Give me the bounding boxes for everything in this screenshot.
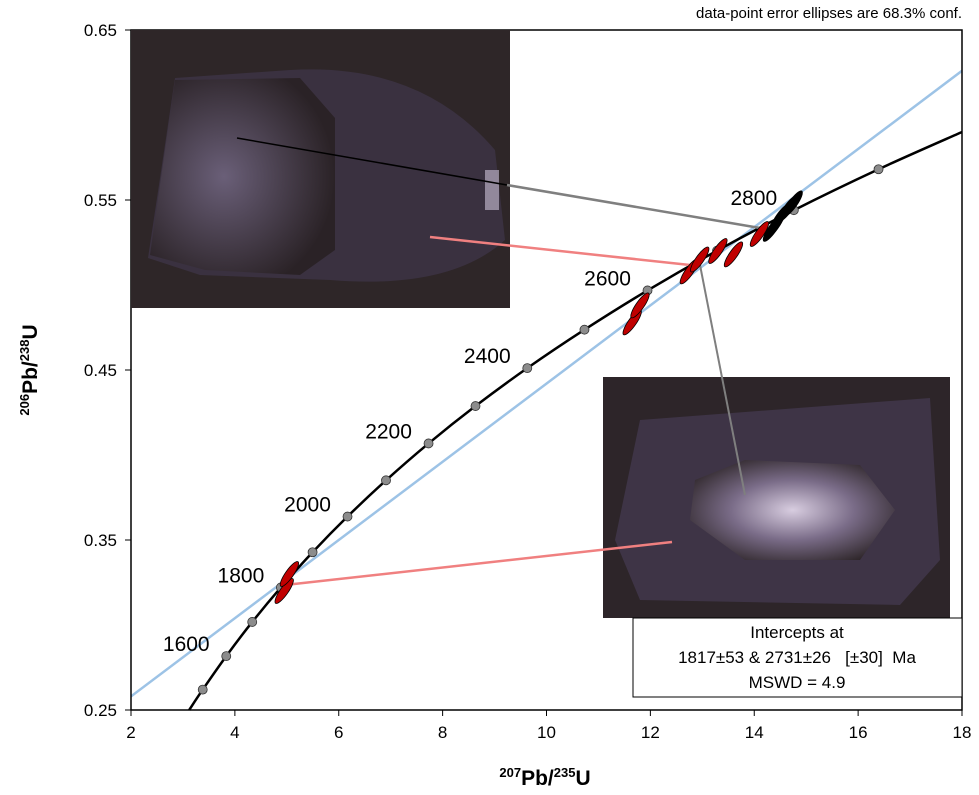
age-marker [222,652,231,661]
result-text: 1817±53 & 2731±26 [±30] Ma [678,648,916,667]
y-tick-label: 0.65 [84,21,117,40]
x-axis-title: 207Pb/235U [499,765,590,790]
x-title-part: U [575,767,590,790]
x-tick-label: 10 [537,723,556,742]
y-title-part: U [19,324,42,339]
age-label: 2000 [284,494,331,517]
x-title-part: 235 [554,765,576,780]
leader-line [507,185,760,228]
y-tick-label: 0.35 [84,531,117,550]
x-tick-label: 4 [230,723,239,742]
x-tick-label: 18 [953,723,972,742]
y-title-part: 206 [17,394,32,416]
x-title-part: Pb/ [521,767,554,790]
x-tick-label: 2 [126,723,135,742]
x-tick-label: 14 [745,723,764,742]
x-title-part: 207 [499,765,521,780]
age-marker [874,165,883,174]
age-marker [424,439,433,448]
result-text: MSWD = 4.9 [749,673,846,692]
x-tick-label: 8 [438,723,447,742]
y-axis-title: 206Pb/238U [17,324,42,415]
age-marker [248,617,257,626]
age-marker [523,364,532,373]
result-box: Intercepts at 1817±53 & 2731±26 [±30] Ma… [633,618,962,697]
age-marker [580,325,589,334]
x-tick-label: 6 [334,723,343,742]
age-marker [308,548,317,557]
age-label: 2400 [464,345,511,368]
age-marker [343,512,352,521]
y-tick-label: 0.25 [84,701,117,720]
x-tick-label: 16 [849,723,868,742]
chart: 2 4 6 8 10 12 14 16 18 0.25 0.35 0.45 0.55 0.65 Inter… [0,0,979,795]
note: data-point error ellipses are 68.3% conf… [696,5,962,22]
age-marker [198,685,207,694]
cl-image-1 [131,30,510,308]
result-text: Intercepts at [750,623,844,642]
age-label: 2600 [584,267,631,290]
age-label: 1600 [163,633,210,656]
cl-image-2 [603,265,950,618]
x-tick-label: 12 [641,723,660,742]
age-label: 1800 [218,564,265,587]
y-tick-label: 0.55 [84,191,117,210]
age-marker [471,402,480,411]
age-label: 2200 [365,420,412,443]
age-marker [382,476,391,485]
age-label: 2800 [730,187,777,210]
y-tick-label: 0.45 [84,361,117,380]
y-title-part: Pb/ [19,361,42,394]
y-title-part: 238 [17,340,32,362]
